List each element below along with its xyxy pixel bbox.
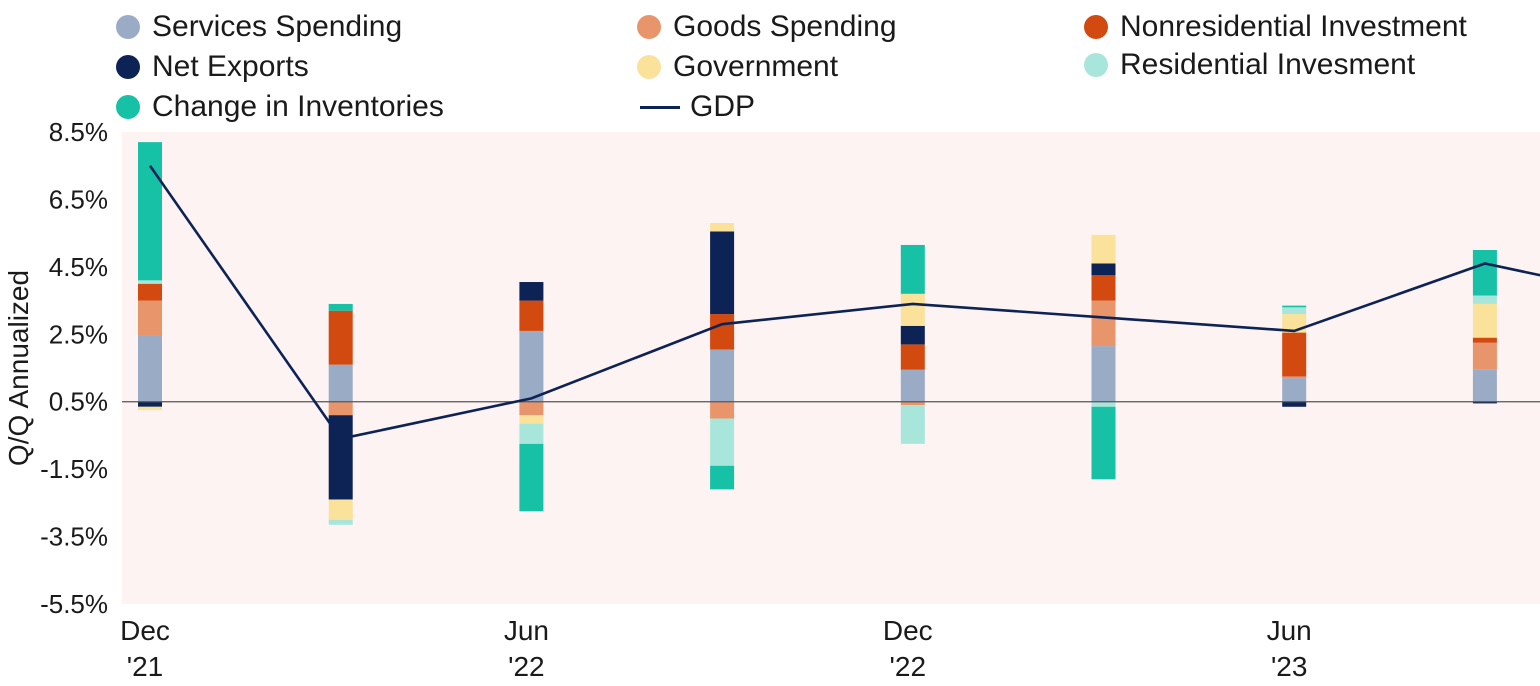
x-tick-label: Dec <box>883 615 933 646</box>
bar-segment-goods-spending <box>138 300 162 336</box>
bar-segment-change-in-inventories <box>1282 305 1307 308</box>
bar-segment-services-spending <box>138 335 162 402</box>
legend-swatch <box>1084 53 1108 77</box>
bar-segment-nonresidential-investment <box>710 314 735 350</box>
legend-swatch <box>637 15 661 39</box>
bar-segment-residential-invesment <box>1091 401 1116 407</box>
x-tick-label: Jun <box>504 615 549 646</box>
legend-label: Services Spending <box>152 10 403 43</box>
x-tick-label-year: '22 <box>890 651 927 682</box>
legend-swatch <box>637 55 661 79</box>
legend-item-services-spending: Services Spending <box>116 10 402 44</box>
bar-segment-goods-spending <box>328 401 353 416</box>
bar-segment-net-exports <box>138 401 162 407</box>
bar-segment-services-spending <box>710 349 735 402</box>
bar-segment-government <box>328 499 353 520</box>
bar-segment-services-spending <box>519 330 544 402</box>
x-tick-label-year: '22 <box>508 651 545 682</box>
x-tick-label: Jun <box>1267 615 1312 646</box>
legend-item-residential-investment: Residential Invesment <box>1084 48 1415 82</box>
bar-segment-change-in-inventories <box>1091 406 1116 480</box>
bar-segment-nonresidential-investment <box>1091 275 1116 301</box>
legend-item-government: Government <box>637 50 838 84</box>
legend-item-gdp: GDP <box>640 90 755 124</box>
bar-segment-government <box>1472 303 1497 338</box>
bar-segment-services-spending <box>1282 378 1307 402</box>
bar-segment-change-in-inventories <box>138 142 162 281</box>
bar-segment-change-in-inventories <box>710 465 735 490</box>
legend-label: Nonresidential Investment <box>1120 10 1467 43</box>
bar-segment-change-in-inventories <box>328 303 353 311</box>
bar-segment-goods-spending <box>900 401 925 406</box>
bar-segment-net-exports <box>710 231 735 315</box>
legend-swatch <box>116 15 140 39</box>
legend: Services Spending Goods Spending Nonresi… <box>0 0 1540 130</box>
legend-item-goods-spending: Goods Spending <box>637 10 897 44</box>
bar-segment-government <box>900 293 925 326</box>
x-tick-label-year: '21 <box>127 651 164 682</box>
bar-segment-nonresidential-investment <box>1282 332 1307 377</box>
y-tick-label: 0.5% <box>49 387 108 417</box>
bar-segment-change-in-inventories <box>519 443 544 512</box>
y-axis-title: Q/Q Annualized <box>3 270 34 466</box>
legend-label: Net Exports <box>152 50 309 83</box>
bar-segment-services-spending <box>900 369 925 402</box>
legend-swatch <box>1084 15 1108 39</box>
legend-item-net-exports: Net Exports <box>116 50 309 84</box>
legend-label: Change in Inventories <box>152 90 444 123</box>
bar-segment-residential-invesment <box>710 418 735 466</box>
y-tick-label: 6.5% <box>49 184 108 214</box>
bar-segment-goods-spending <box>1472 342 1497 370</box>
y-tick-label: -3.5% <box>40 522 108 552</box>
y-tick-label: 4.5% <box>49 252 108 282</box>
bar-segment-services-spending <box>1472 369 1497 402</box>
bar-segment-residential-invesment <box>328 519 353 525</box>
bar-segment-government <box>519 415 544 424</box>
y-tick-label: 8.5% <box>49 117 108 147</box>
legend-item-change-in-inventories: Change in Inventories <box>116 90 444 124</box>
gdp-line <box>148 164 1540 441</box>
legend-line-swatch <box>640 105 680 109</box>
bar-segment-services-spending <box>328 364 353 402</box>
bar-segment-nonresidential-investment <box>328 310 353 365</box>
bar-segment-government <box>138 406 162 411</box>
bar-segment-residential-invesment <box>138 280 162 284</box>
bar-segment-net-exports <box>1472 401 1497 404</box>
bar-segment-government <box>1091 234 1116 264</box>
bar-segment-goods-spending <box>1282 376 1307 379</box>
x-tick-label: Dec <box>120 615 170 646</box>
bar-segment-nonresidential-investment <box>519 300 544 331</box>
legend-swatch <box>116 95 140 119</box>
bar-segment-nonresidential-investment <box>900 344 925 370</box>
bar-segment-residential-invesment <box>900 405 925 444</box>
bar-segment-services-spending <box>1091 346 1116 402</box>
bar-segment-net-exports <box>900 325 925 345</box>
x-tick-label-year: '23 <box>1271 651 1308 682</box>
y-tick-label: -1.5% <box>40 454 108 484</box>
bar-segment-net-exports <box>1091 263 1116 276</box>
legend-label: GDP <box>690 90 756 123</box>
y-tick-label: 2.5% <box>49 319 108 349</box>
bar-segment-change-in-inventories <box>1472 250 1497 296</box>
legend-swatch <box>116 55 140 79</box>
bar-segment-government <box>710 223 735 232</box>
bar-segment-residential-invesment <box>1472 295 1497 304</box>
bar-segment-residential-invesment <box>1282 307 1307 315</box>
legend-label: Residential Invesment <box>1120 48 1416 81</box>
bar-segment-change-in-inventories <box>900 244 925 294</box>
bar-segment-residential-invesment <box>519 423 544 444</box>
bar-segment-nonresidential-investment <box>1472 337 1497 343</box>
bar-segment-goods-spending <box>710 401 735 419</box>
y-tick-label: -5.5% <box>40 589 108 619</box>
bar-segment-net-exports <box>519 282 544 301</box>
bar-segment-goods-spending <box>1091 300 1116 347</box>
bar-segment-goods-spending <box>519 401 544 416</box>
legend-item-nonresidential-investment: Nonresidential Investment <box>1084 10 1467 44</box>
legend-label: Goods Spending <box>673 10 897 43</box>
legend-label: Government <box>673 50 839 83</box>
bar-segment-net-exports <box>1282 401 1307 407</box>
bar-segment-nonresidential-investment <box>138 283 162 301</box>
